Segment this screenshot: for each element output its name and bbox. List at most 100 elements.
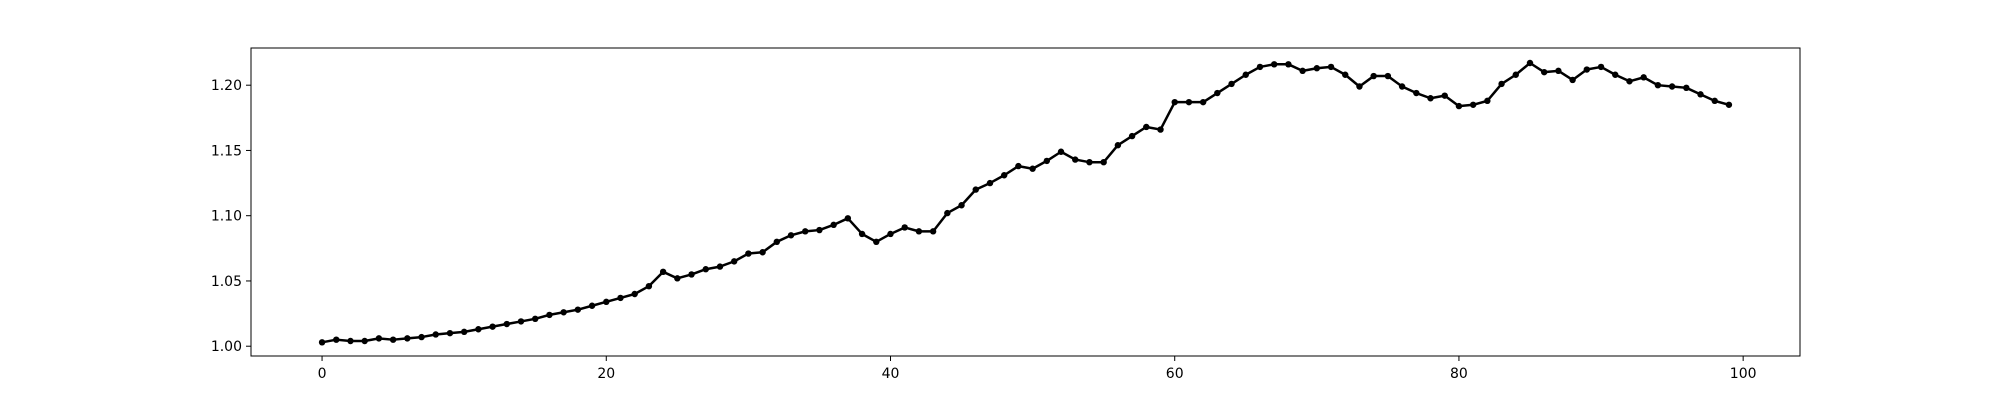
data-point [702,266,709,273]
data-point [1143,123,1150,131]
data-point [347,337,354,345]
data-point [1086,158,1093,166]
data-point [446,329,454,337]
data-point [546,311,553,319]
data-point [460,328,468,336]
data-point [517,318,525,325]
x-tick-label: 80 [1450,366,1468,382]
data-point [560,309,567,316]
data-point [1526,59,1534,67]
series-points [318,59,1733,346]
data-point [1398,83,1406,90]
x-axis: 0 20 40 60 80 100 [318,356,1757,382]
data-point [1413,89,1420,97]
x-tick-label: 0 [318,366,327,382]
data-point [929,228,937,235]
data-point [1342,71,1349,78]
data-point [1626,78,1633,85]
data-point [816,226,823,234]
data-point [1583,66,1591,73]
data-point [489,323,496,330]
data-point [915,228,923,235]
data-point [858,230,866,238]
data-point [1199,98,1207,106]
data-point [1541,68,1548,76]
data-point [645,282,653,290]
data-point [1711,97,1718,105]
y-tick-label: 1.15 [211,143,242,159]
data-point [958,202,965,209]
data-point [1100,158,1107,166]
data-point [972,186,979,193]
data-point [787,232,795,239]
data-point [730,258,738,265]
data-point [318,339,326,346]
data-point [674,275,681,282]
data-point [1469,101,1477,108]
data-point [1072,156,1079,163]
data-point [1256,63,1264,71]
y-tick-label: 1.00 [211,339,242,355]
data-point [603,298,610,306]
data-point [1512,71,1519,78]
data-point [503,320,510,328]
data-point [1000,172,1008,179]
y-tick-label: 1.05 [211,274,242,290]
data-point [844,215,852,222]
y-tick-label: 1.10 [211,209,242,225]
data-point [588,302,596,309]
data-point [475,326,482,333]
data-point [688,271,695,278]
axes-frame [250,47,1801,357]
data-point [1455,102,1463,110]
data-point [986,179,994,187]
x-tick-label: 20 [597,366,615,382]
data-point [631,290,638,298]
data-point [716,263,724,270]
data-point [1057,148,1065,155]
data-point [1640,74,1647,81]
data-point [1128,132,1136,140]
data-point [1683,84,1690,92]
data-point [1185,98,1193,106]
data-point [887,230,894,238]
data-point [1356,83,1363,90]
data-point [1171,98,1178,106]
data-point [1242,71,1249,78]
data-point [1299,67,1306,75]
data-point [1668,83,1676,90]
data-point [1157,126,1164,133]
data-point [802,228,809,235]
data-point [333,336,340,343]
y-axis: 1.00 1.05 1.10 1.15 1.20 [211,78,251,355]
x-tick-label: 40 [882,366,900,382]
data-point [659,268,667,276]
data-point [1555,67,1562,75]
series-line [321,61,1730,344]
data-point [1228,80,1235,88]
data-point [873,238,880,246]
data-point [1384,72,1392,80]
data-point [1697,91,1704,98]
data-point [1043,157,1051,165]
data-point [375,335,383,342]
data-point [759,249,766,256]
data-point [1597,63,1605,71]
data-point [1484,97,1491,105]
data-point [1370,72,1377,80]
x-tick-label: 60 [1166,366,1184,382]
data-point [1427,95,1434,102]
data-point [1569,76,1576,84]
data-point [1441,92,1448,99]
data-point [944,209,951,217]
data-point [389,336,397,343]
data-point [361,337,368,345]
data-point [418,333,425,341]
data-point [901,224,908,231]
data-point [1654,81,1662,89]
data-point [532,315,539,323]
data-point [1270,61,1278,68]
data-point [830,221,837,229]
